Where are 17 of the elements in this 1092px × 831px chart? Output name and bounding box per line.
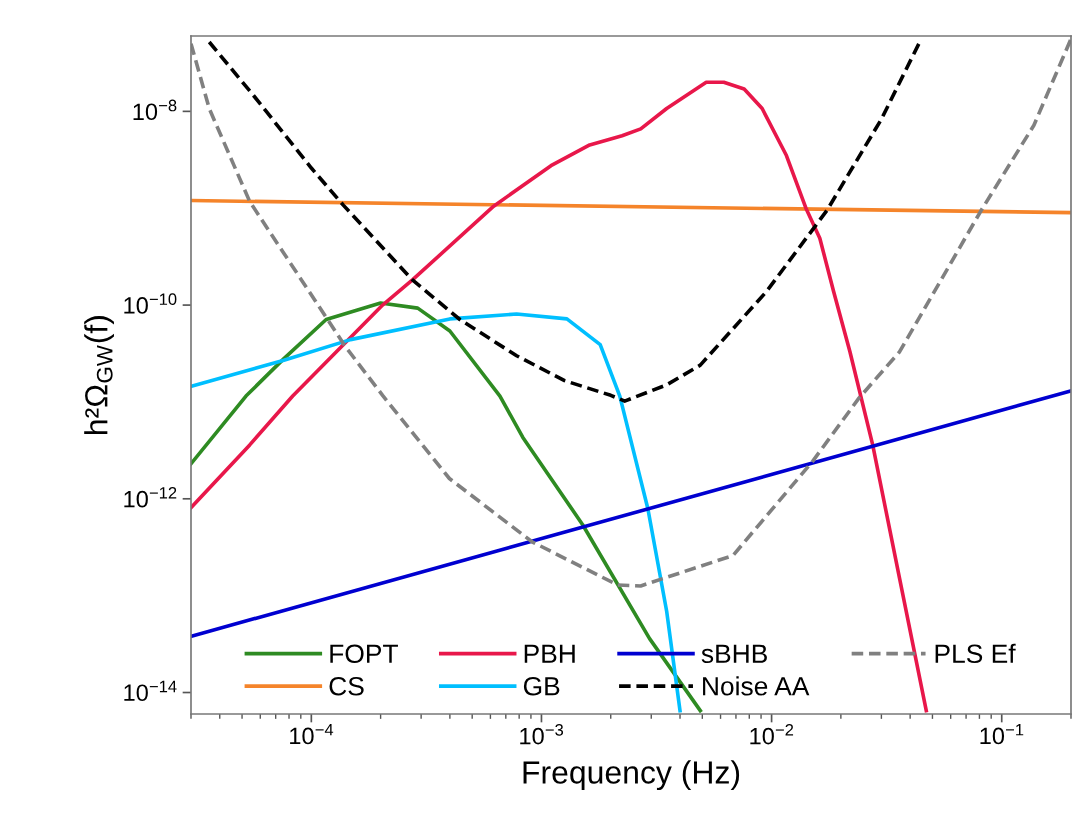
- legend-label: sBHB: [701, 644, 767, 664]
- x-tick-label: 10$^{−1}$: [980, 724, 1024, 745]
- y-tick-label: 10$^{−10}$: [124, 293, 177, 314]
- y-axis-title: h²Ω$_{GW}$(f): [84, 316, 114, 434]
- y-tick-label: 10$^{−12}$: [124, 487, 177, 508]
- legend-label: FOPT: [330, 644, 398, 664]
- y-tick-label: 10$^{−14}$: [124, 680, 177, 702]
- x-tick-label: 10$^{−4}$: [290, 724, 334, 745]
- x-axis-title: Frequency (Hz): [523, 760, 740, 791]
- x-tick-label: 10$^{−2}$: [750, 724, 794, 745]
- legend-label: PBH: [524, 644, 575, 663]
- legend-label: PLS Ef: [935, 643, 1016, 664]
- x-tick-label: 10$^{−3}$: [520, 724, 564, 745]
- legend-label: CS: [329, 676, 364, 696]
- legend-label: Noise AA: [703, 676, 810, 696]
- legend-label: GB: [523, 676, 560, 696]
- y-tick-label: 10$^{−8}$: [133, 99, 177, 121]
